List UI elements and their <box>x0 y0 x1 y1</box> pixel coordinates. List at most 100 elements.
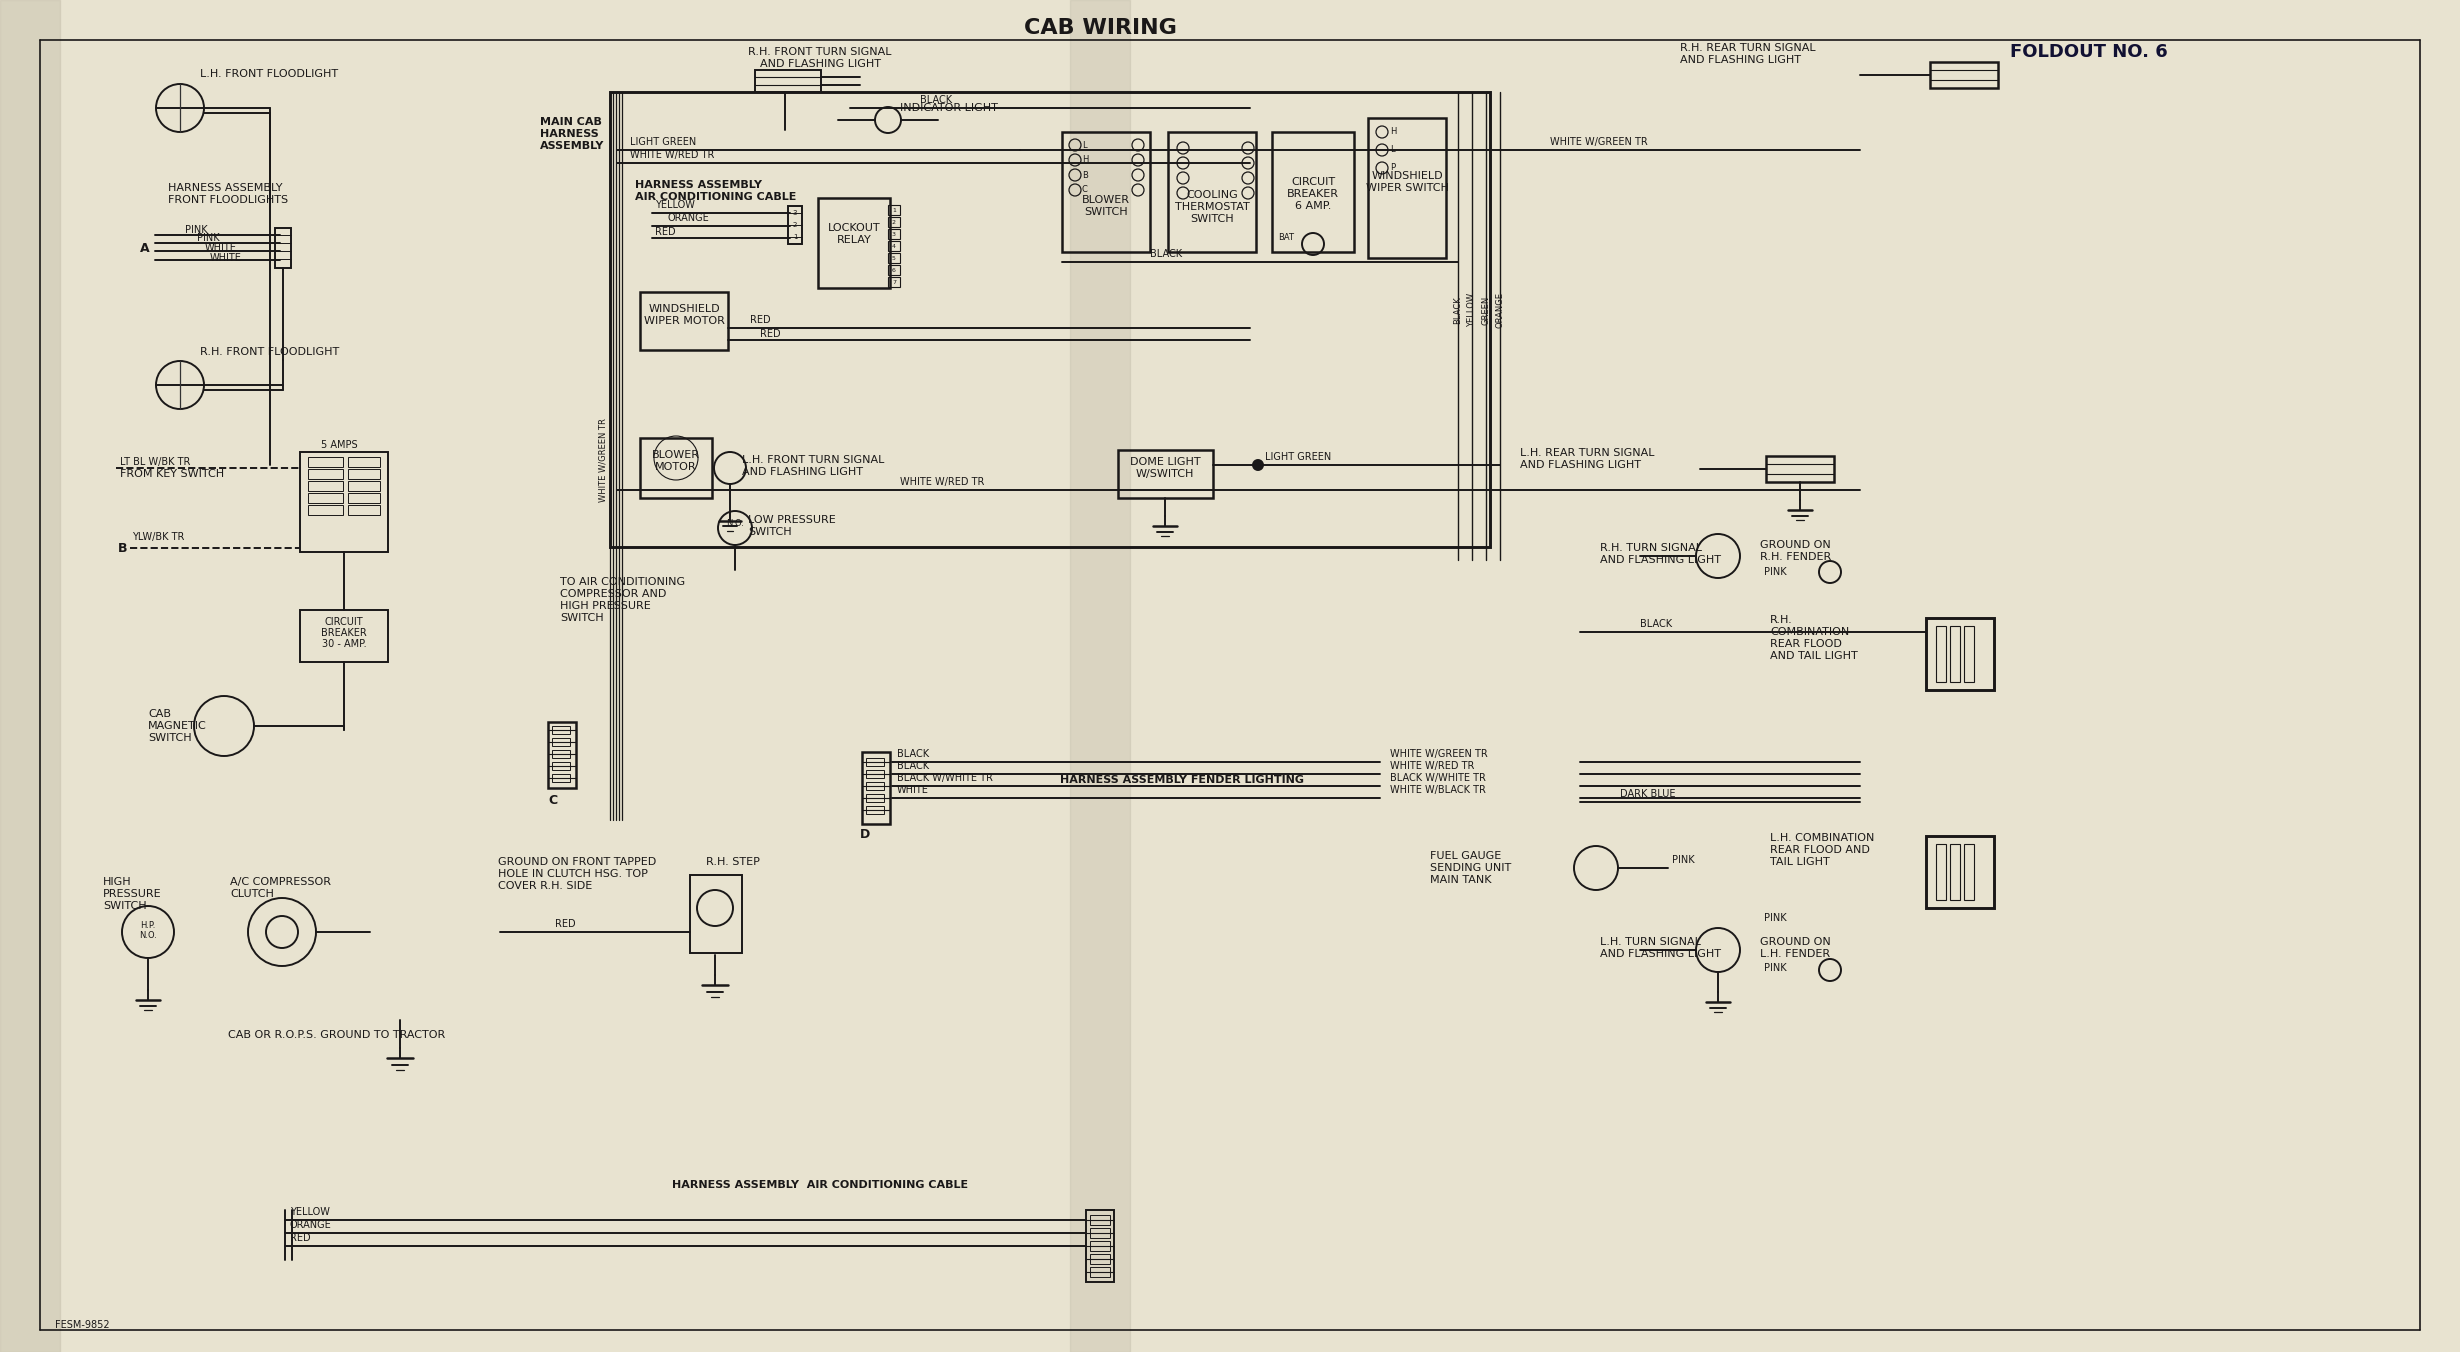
Text: LOCKOUT: LOCKOUT <box>827 223 881 233</box>
Bar <box>1090 1255 1109 1264</box>
Text: PINK: PINK <box>1764 963 1786 973</box>
Circle shape <box>1252 460 1262 470</box>
Text: WHITE W/GREEN TR: WHITE W/GREEN TR <box>1550 137 1648 147</box>
Text: YLW/BK TR: YLW/BK TR <box>133 531 184 542</box>
Text: ORANGE: ORANGE <box>290 1220 332 1230</box>
Text: WIPER MOTOR: WIPER MOTOR <box>645 316 723 326</box>
Bar <box>1063 132 1149 251</box>
Text: PINK: PINK <box>184 224 207 235</box>
Text: HARNESS: HARNESS <box>541 128 598 139</box>
Text: RED: RED <box>290 1233 310 1242</box>
Text: 6 AMP.: 6 AMP. <box>1294 201 1331 211</box>
Text: N.O.: N.O. <box>140 932 157 941</box>
Bar <box>1766 456 1835 483</box>
Bar <box>1936 626 1946 681</box>
Bar <box>888 206 900 215</box>
Text: CIRCUIT: CIRCUIT <box>325 617 364 627</box>
Text: 3: 3 <box>893 231 895 237</box>
Text: WHITE: WHITE <box>898 786 930 795</box>
Text: AND FLASHING LIGHT: AND FLASHING LIGHT <box>1520 460 1641 470</box>
Bar <box>1926 836 1995 909</box>
Text: MOTOR: MOTOR <box>654 462 696 472</box>
Bar <box>1936 844 1946 900</box>
Text: C: C <box>1082 185 1087 195</box>
Text: CAB: CAB <box>148 708 172 719</box>
Text: COMPRESSOR AND: COMPRESSOR AND <box>561 589 667 599</box>
Bar <box>1168 132 1257 251</box>
Bar <box>308 506 342 515</box>
Text: 6: 6 <box>893 268 895 273</box>
Text: SWITCH: SWITCH <box>148 733 192 744</box>
Text: AND FLASHING LIGHT: AND FLASHING LIGHT <box>1599 949 1722 959</box>
Text: FROM KEY SWITCH: FROM KEY SWITCH <box>121 469 224 479</box>
Bar <box>640 292 728 350</box>
Text: WHITE W/RED TR: WHITE W/RED TR <box>630 150 713 160</box>
Text: WHITE W/GREEN TR: WHITE W/GREEN TR <box>598 418 608 502</box>
Text: GROUND ON FRONT TAPPED: GROUND ON FRONT TAPPED <box>497 857 657 867</box>
Text: DARK BLUE: DARK BLUE <box>1621 790 1675 799</box>
Text: D: D <box>861 827 871 841</box>
Bar <box>308 469 342 479</box>
Bar <box>551 763 571 771</box>
Bar <box>888 253 900 264</box>
Text: MAGNETIC: MAGNETIC <box>148 721 207 731</box>
Text: TO AIR CONDITIONING: TO AIR CONDITIONING <box>561 577 686 587</box>
Text: AND FLASHING LIGHT: AND FLASHING LIGHT <box>1599 556 1722 565</box>
Text: INDICATOR LIGHT: INDICATOR LIGHT <box>900 103 999 114</box>
Text: REAR FLOOD AND: REAR FLOOD AND <box>1771 845 1870 854</box>
Bar <box>866 771 883 777</box>
Text: ORANGE: ORANGE <box>669 214 711 223</box>
Text: COVER R.H. SIDE: COVER R.H. SIDE <box>497 882 593 891</box>
Bar <box>1368 118 1446 258</box>
Bar <box>1085 1210 1114 1282</box>
Text: HARNESS ASSEMBLY: HARNESS ASSEMBLY <box>635 180 763 191</box>
Bar <box>640 438 711 498</box>
Text: 7: 7 <box>893 280 895 284</box>
Text: SWITCH: SWITCH <box>103 900 148 911</box>
Text: SWITCH: SWITCH <box>1085 207 1127 218</box>
Text: CAB WIRING: CAB WIRING <box>1023 18 1176 38</box>
Text: LIGHT GREEN: LIGHT GREEN <box>1264 452 1331 462</box>
Text: R.H. TURN SIGNAL: R.H. TURN SIGNAL <box>1599 544 1702 553</box>
Bar <box>888 277 900 287</box>
Bar <box>755 70 822 92</box>
Text: BREAKER: BREAKER <box>1287 189 1338 199</box>
Bar <box>347 457 379 466</box>
Bar <box>347 506 379 515</box>
Bar <box>866 758 883 767</box>
Bar <box>551 726 571 734</box>
Text: SWITCH: SWITCH <box>748 527 792 537</box>
Bar <box>610 92 1491 548</box>
Bar <box>300 610 389 662</box>
Text: L: L <box>1082 141 1087 150</box>
Text: W/SWITCH: W/SWITCH <box>1137 469 1193 479</box>
Text: GREEN: GREEN <box>1481 295 1491 324</box>
Text: PINK: PINK <box>1764 566 1786 577</box>
Bar <box>819 197 891 288</box>
Text: WINDSHIELD: WINDSHIELD <box>1370 170 1444 181</box>
Bar <box>1963 626 1973 681</box>
Text: R.H.: R.H. <box>1771 615 1793 625</box>
Text: FUEL GAUGE: FUEL GAUGE <box>1429 850 1501 861</box>
Text: BLOWER: BLOWER <box>1082 195 1129 206</box>
Text: B: B <box>118 542 128 554</box>
Text: MAIN TANK: MAIN TANK <box>1429 875 1491 886</box>
Bar <box>1090 1267 1109 1278</box>
Text: WHITE W/RED TR: WHITE W/RED TR <box>900 477 984 487</box>
Text: AIR CONDITIONING CABLE: AIR CONDITIONING CABLE <box>635 192 797 201</box>
Text: C: C <box>549 794 556 807</box>
Text: COOLING: COOLING <box>1186 191 1237 200</box>
Bar <box>347 469 379 479</box>
Text: WHITE W/GREEN TR: WHITE W/GREEN TR <box>1390 749 1488 758</box>
Text: L.H. FRONT FLOODLIGHT: L.H. FRONT FLOODLIGHT <box>199 69 337 78</box>
Text: PINK: PINK <box>1764 913 1786 923</box>
Text: LIGHT GREEN: LIGHT GREEN <box>630 137 696 147</box>
Text: WINDSHIELD: WINDSHIELD <box>647 304 721 314</box>
Text: AND FLASHING LIGHT: AND FLASHING LIGHT <box>760 59 881 69</box>
Text: BLOWER: BLOWER <box>652 450 701 460</box>
Text: PINK: PINK <box>1673 854 1695 865</box>
Text: BLACK W/WHITE TR: BLACK W/WHITE TR <box>1390 773 1486 783</box>
Bar <box>787 206 802 243</box>
Text: RELAY: RELAY <box>836 235 871 245</box>
Text: RED: RED <box>760 329 780 339</box>
